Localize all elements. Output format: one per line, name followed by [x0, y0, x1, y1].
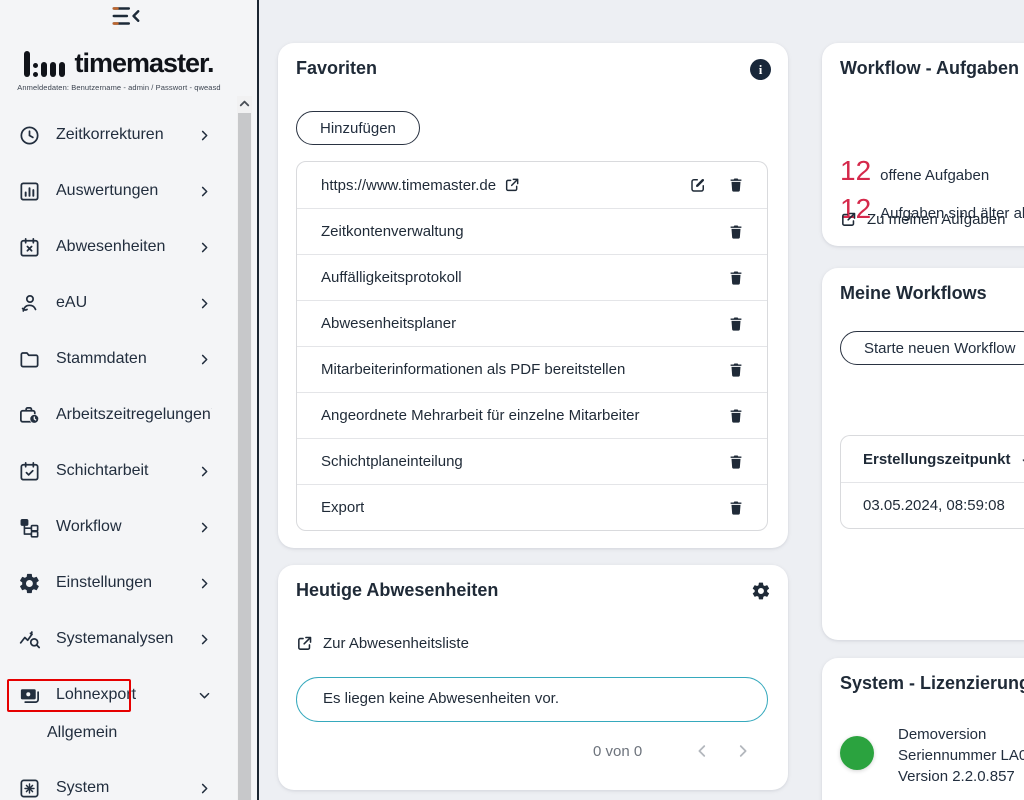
sidebar-item-lohnexport[interactable]: Lohnexport [0, 667, 238, 723]
license-serial: Seriennummer LA09 [898, 747, 1024, 764]
folder-icon [18, 348, 41, 371]
chevron-right-icon [211, 407, 212, 423]
sidebar-subitem-allgemein[interactable]: Allgemein [47, 724, 118, 741]
person-icon [18, 292, 41, 315]
workflows-table: Erstellungszeitpunkt 03.05.2024, 08:59:0… [840, 435, 1024, 529]
trash-icon[interactable] [727, 315, 745, 333]
license-version: Version 2.2.0.857 [898, 768, 1015, 785]
gear-icon [18, 572, 41, 595]
logo: timemaster. Anmeldedaten: Benutzername -… [0, 48, 238, 93]
sidebar-item-systemanalysen[interactable]: Systemanalysen [0, 611, 238, 667]
chevron-right-icon [197, 296, 212, 311]
favorites-title: Favoriten [296, 58, 378, 78]
calendar-x-icon [18, 236, 41, 259]
no-absences-message: Es liegen keine Abwesenheiten vor. [296, 677, 768, 722]
trash-icon[interactable] [727, 499, 745, 517]
old-tasks-stat: 12 Aufgaben sind älter als [840, 193, 1024, 224]
sidebar-item-workflow[interactable]: Workflow [0, 499, 238, 555]
favorite-row[interactable]: Schichtplaneinteilung [297, 438, 767, 484]
favorite-row[interactable]: Zeitkontenverwaltung [297, 208, 767, 254]
workflow-tasks-card: Workflow - Aufgaben 12 offene Aufgaben 1… [822, 43, 1024, 246]
workflow-icon [18, 516, 41, 539]
pagination-count: 0 von 0 [593, 743, 643, 760]
trash-icon[interactable] [727, 223, 745, 241]
favorite-row[interactable]: Angeordnete Mehrarbeit für einzelne Mita… [297, 392, 767, 438]
my-workflows-title: Meine Workflows [840, 283, 987, 303]
favorite-row[interactable]: https://www.timemaster.de [297, 162, 767, 208]
briefcase-clock-icon [18, 404, 41, 427]
trash-icon[interactable] [727, 176, 745, 194]
external-link-icon [504, 177, 520, 193]
favorite-row[interactable]: Abwesenheitsplaner [297, 300, 767, 346]
banknote-icon [18, 684, 41, 707]
trash-icon[interactable] [727, 407, 745, 425]
gear-icon[interactable] [751, 581, 771, 601]
chevron-right-icon [197, 240, 212, 255]
sidebar-item-schichtarbeit[interactable]: Schichtarbeit [0, 443, 238, 499]
absences-title: Heutige Abwesenheiten [296, 580, 499, 600]
add-favorite-button[interactable]: Hinzufügen [296, 111, 420, 145]
collapse-sidebar-icon[interactable] [110, 3, 142, 29]
my-tasks-link[interactable]: Zu meinen Aufgaben [840, 211, 1005, 228]
license-card: System - Lizenzierung Demoversion Serien… [822, 658, 1024, 800]
todays-absences-card: Heutige Abwesenheiten Zur Abwesenheitsli… [278, 565, 788, 790]
calendar-check-icon [18, 460, 41, 483]
absence-list-link[interactable]: Zur Abwesenheitsliste [296, 635, 469, 652]
sidebar-item-stammdaten[interactable]: Stammdaten [0, 331, 238, 387]
table-row[interactable]: 03.05.2024, 08:59:08 [841, 482, 1024, 528]
pagination-next-icon[interactable] [734, 742, 752, 760]
open-tasks-stat: 12 offene Aufgaben [840, 155, 990, 186]
gear-square-icon [18, 777, 41, 800]
sidebar-item-system[interactable]: System [0, 760, 238, 800]
clock-icon [18, 124, 41, 147]
sidebar-item-zeitkorrekturen[interactable]: Zeitkorrekturen [0, 107, 238, 163]
sidebar-item-arbeitszeitregelungen[interactable]: Arbeitszeitregelungen [0, 387, 238, 443]
chevron-down-icon [197, 688, 212, 703]
favorites-list: https://www.timemaster.de Zeitkontenverw… [296, 161, 768, 531]
favorites-card: Favoriten i Hinzufügen https://www.timem… [278, 43, 788, 548]
chart-magnifier-icon [18, 628, 41, 651]
external-link-icon [296, 635, 313, 652]
license-status-indicator [840, 736, 874, 770]
license-title: System - Lizenzierung [840, 673, 1024, 693]
my-workflows-card: Meine Workflows Starte neuen Workflow Er… [822, 268, 1024, 640]
logo-mark-icon [24, 50, 66, 77]
sidebar-divider [257, 0, 259, 800]
chevron-right-icon [197, 464, 212, 479]
info-icon[interactable]: i [750, 59, 771, 80]
chevron-right-icon [197, 781, 212, 796]
trash-icon[interactable] [727, 269, 745, 287]
chevron-right-icon [197, 184, 212, 199]
chevron-right-icon [197, 128, 212, 143]
sidebar-item-einstellungen[interactable]: Einstellungen [0, 555, 238, 611]
scrollbar-thumb[interactable] [238, 113, 251, 800]
license-edition: Demoversion [898, 726, 987, 743]
favorite-row[interactable]: Auffälligkeitsprotokoll [297, 254, 767, 300]
bar-chart-icon [18, 180, 41, 203]
sort-descending-icon[interactable] [1019, 451, 1024, 467]
license-info: Demoversion Seriennummer LA09 Version 2.… [898, 724, 1024, 787]
favorite-row[interactable]: Export [297, 484, 767, 530]
chevron-right-icon [197, 576, 212, 591]
workflow-tasks-title: Workflow - Aufgaben [840, 58, 1019, 78]
favorite-row[interactable]: Mitarbeiterinformationen als PDF bereits… [297, 346, 767, 392]
logo-text: timemaster. [74, 48, 214, 78]
trash-icon[interactable] [727, 361, 745, 379]
chevron-right-icon [197, 520, 212, 535]
sidebar-scrollbar[interactable] [237, 96, 252, 800]
pagination-prev-icon[interactable] [693, 742, 711, 760]
sidebar: timemaster. Anmeldedaten: Benutzername -… [0, 0, 257, 800]
chevron-right-icon [197, 632, 212, 647]
sidebar-item-eau[interactable]: eAU [0, 275, 238, 331]
scroll-up-icon[interactable] [237, 96, 252, 112]
trash-icon[interactable] [727, 453, 745, 471]
sidebar-item-auswertungen[interactable]: Auswertungen [0, 163, 238, 219]
external-link-icon [840, 211, 857, 228]
start-workflow-button[interactable]: Starte neuen Workflow [840, 331, 1024, 365]
login-hint: Anmeldedaten: Benutzername - admin / Pas… [17, 83, 221, 92]
table-header-erstellungszeitpunkt[interactable]: Erstellungszeitpunkt [841, 436, 1024, 482]
chevron-right-icon [197, 352, 212, 367]
sidebar-item-abwesenheiten[interactable]: Abwesenheiten [0, 219, 238, 275]
edit-icon[interactable] [689, 176, 707, 194]
